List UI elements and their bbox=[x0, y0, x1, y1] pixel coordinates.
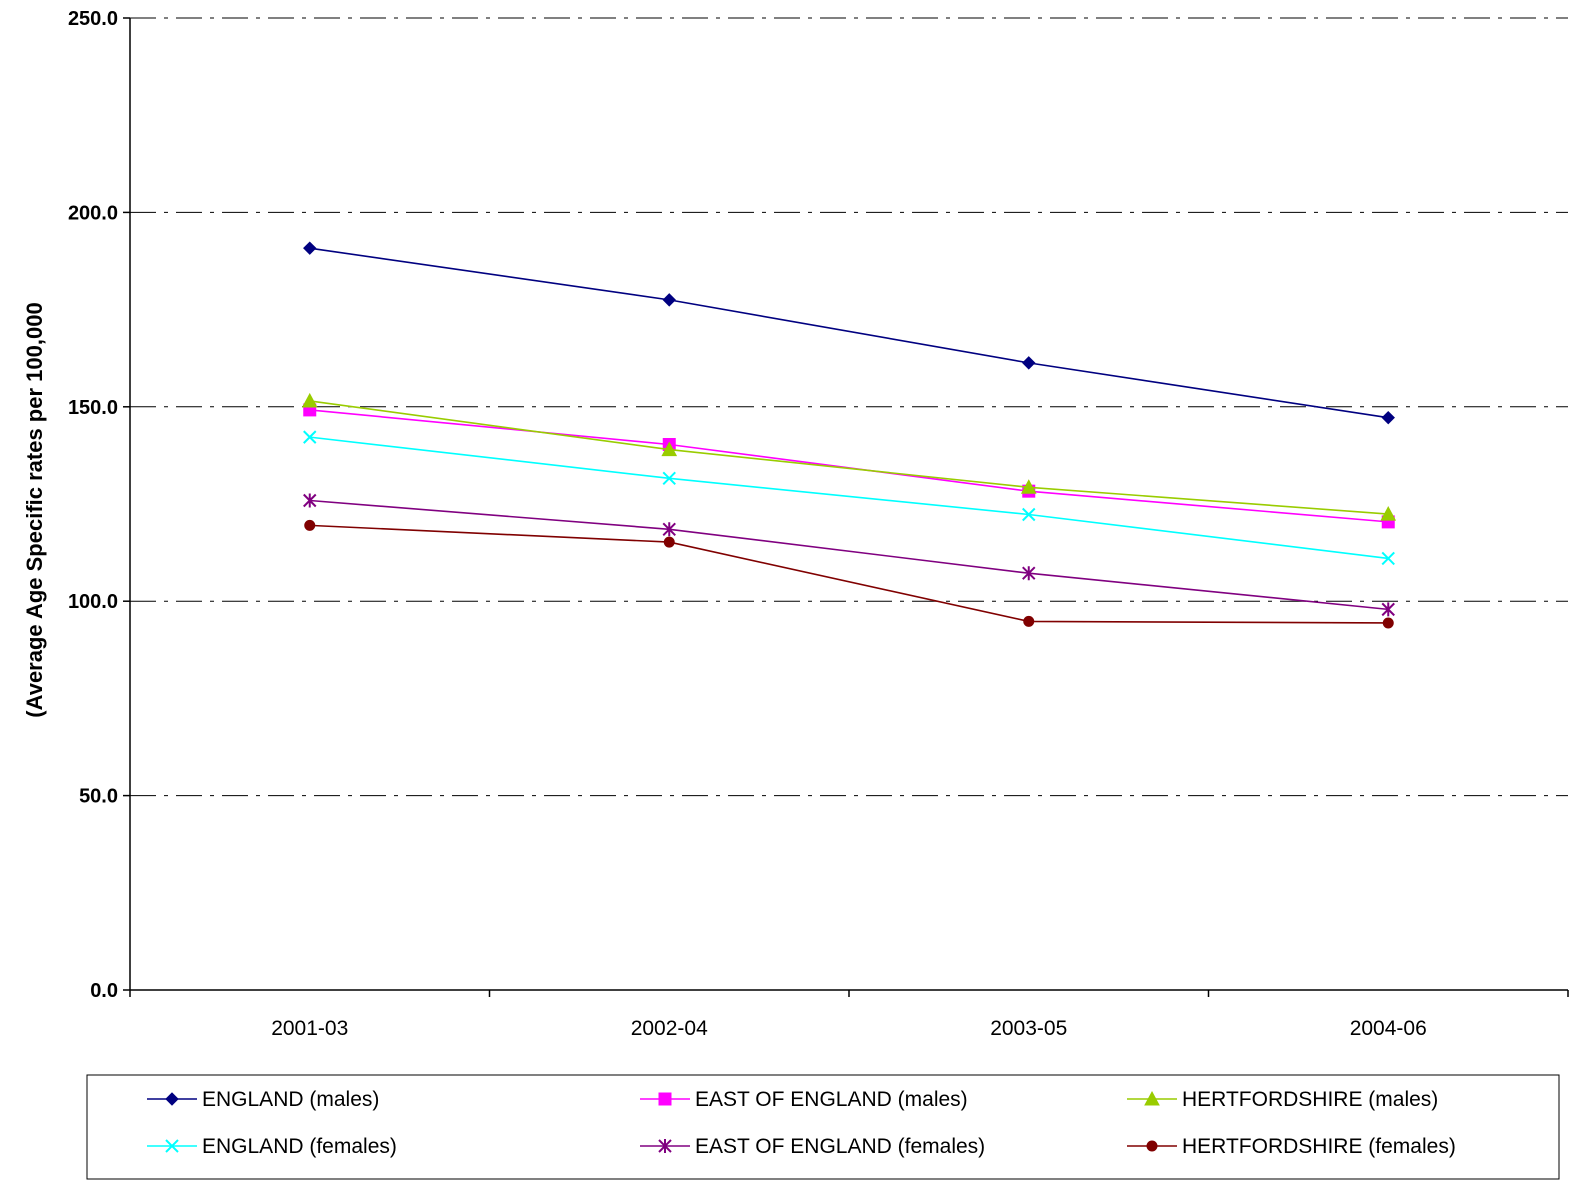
y-tick-label: 250.0 bbox=[68, 8, 118, 30]
legend-label: HERTFORDSHIRE (females) bbox=[1182, 1135, 1456, 1158]
legend-item: EAST OF ENGLAND (males) bbox=[640, 1088, 968, 1111]
series-group bbox=[303, 430, 1395, 566]
series-group bbox=[303, 241, 1395, 425]
series-line bbox=[309, 400, 1389, 515]
y-tick-labels: 0.0 50.0 100.0 150.0 200.0 250.0 bbox=[68, 8, 130, 1002]
data-point-triangle bbox=[1380, 506, 1397, 521]
data-point-triangle bbox=[301, 392, 318, 408]
legend-item: HERTFORDSHIRE (females) bbox=[1127, 1135, 1456, 1158]
series-group bbox=[304, 519, 1394, 629]
data-point-star bbox=[1381, 602, 1395, 617]
legend-label: EAST OF ENGLAND (females) bbox=[695, 1135, 985, 1158]
y-tick-label: 50.0 bbox=[79, 786, 118, 808]
x-tick-label: 2002-04 bbox=[631, 1017, 708, 1040]
data-point-star bbox=[658, 1139, 672, 1153]
legend-item: ENGLAND (females) bbox=[147, 1135, 397, 1158]
series-group bbox=[303, 493, 1395, 617]
data-point-star bbox=[662, 522, 676, 537]
data-point-circle bbox=[1146, 1140, 1158, 1152]
data-point-triangle bbox=[1020, 479, 1037, 494]
y-tick-label: 100.0 bbox=[68, 591, 118, 613]
data-point-x bbox=[1381, 551, 1395, 566]
series-line bbox=[309, 499, 1389, 611]
legend-label: ENGLAND (females) bbox=[202, 1135, 397, 1158]
series-line bbox=[309, 436, 1389, 560]
data-point-circle bbox=[1023, 615, 1035, 627]
x-tick-label: 2001-03 bbox=[271, 1017, 348, 1040]
legend-item: ENGLAND (males) bbox=[147, 1088, 379, 1111]
data-point-star bbox=[1022, 566, 1036, 581]
legend-entries: ENGLAND (males) EAST OF ENGLAND (males) HE… bbox=[147, 1088, 1456, 1158]
x-tick-label: 2003-05 bbox=[990, 1017, 1067, 1040]
x-tick-label: 2004-06 bbox=[1350, 1017, 1427, 1040]
legend-label: EAST OF ENGLAND (males) bbox=[695, 1088, 968, 1111]
y-tick-label: 150.0 bbox=[68, 397, 118, 419]
series-line bbox=[309, 409, 1389, 523]
y-tick-label: 0.0 bbox=[90, 980, 118, 1002]
gridlines bbox=[130, 17, 1568, 797]
data-point-diamond bbox=[165, 1092, 179, 1106]
legend-item: EAST OF ENGLAND (females) bbox=[640, 1135, 985, 1158]
y-axis-title: (Average Age Specific rates per 100,000 bbox=[22, 302, 47, 717]
series-lines bbox=[301, 241, 1397, 629]
data-point-diamond bbox=[1381, 410, 1395, 425]
data-point-diamond bbox=[1022, 356, 1036, 370]
data-point-circle bbox=[304, 519, 316, 531]
data-point-circle bbox=[1382, 617, 1394, 629]
x-tick-labels: 2001-03 2002-04 2003-05 2004-06 bbox=[129, 990, 1569, 1040]
data-point-x bbox=[662, 471, 676, 486]
data-point-circle bbox=[663, 536, 675, 548]
legend-box bbox=[86, 1074, 1560, 1180]
data-point-diamond bbox=[303, 241, 317, 255]
legend-label: HERTFORDSHIRE (males) bbox=[1182, 1088, 1438, 1111]
data-point-triangle bbox=[661, 441, 678, 457]
legend-label: ENGLAND (males) bbox=[202, 1088, 379, 1111]
data-point-diamond bbox=[662, 293, 676, 307]
data-point-triangle bbox=[1144, 1090, 1160, 1106]
legend: ENGLAND (males) EAST OF ENGLAND (males) HE… bbox=[86, 1074, 1560, 1180]
data-point-x bbox=[303, 430, 317, 444]
series-line bbox=[309, 247, 1389, 419]
legend-item: HERTFORDSHIRE (males) bbox=[1127, 1088, 1438, 1111]
data-point-x bbox=[1022, 507, 1036, 522]
series-line bbox=[309, 524, 1389, 624]
data-point-star bbox=[303, 493, 317, 508]
data-point-x bbox=[165, 1139, 179, 1153]
series-group bbox=[301, 392, 1397, 521]
data-point-square bbox=[658, 1092, 672, 1106]
y-tick-label: 200.0 bbox=[68, 202, 118, 224]
